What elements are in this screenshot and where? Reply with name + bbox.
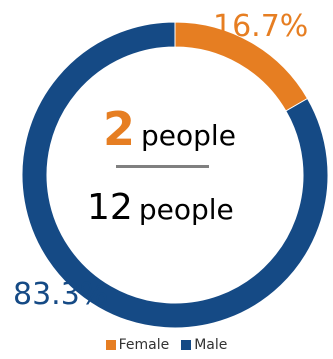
chart-legend: Female Male <box>0 338 333 352</box>
legend-label-female: Female <box>118 337 170 353</box>
center-total: 12 people <box>87 190 234 226</box>
legend-item-female: Female <box>105 337 170 353</box>
female-percent-label: 16.7% <box>213 9 309 44</box>
legend-label-male: Male <box>194 337 228 353</box>
legend-item-male: Male <box>181 338 227 352</box>
legend-swatch-male <box>181 340 192 350</box>
legend-swatch-female <box>105 340 116 350</box>
donut-slice-male <box>21 21 329 329</box>
center-divider <box>116 165 209 168</box>
female-count-unit: people <box>141 119 236 152</box>
total-count-unit: people <box>138 193 234 226</box>
female-count: 2 <box>103 102 136 156</box>
male-percent-label: 83.3% <box>13 277 109 312</box>
total-count: 12 <box>87 187 133 228</box>
center-count: 2 people <box>103 106 236 152</box>
